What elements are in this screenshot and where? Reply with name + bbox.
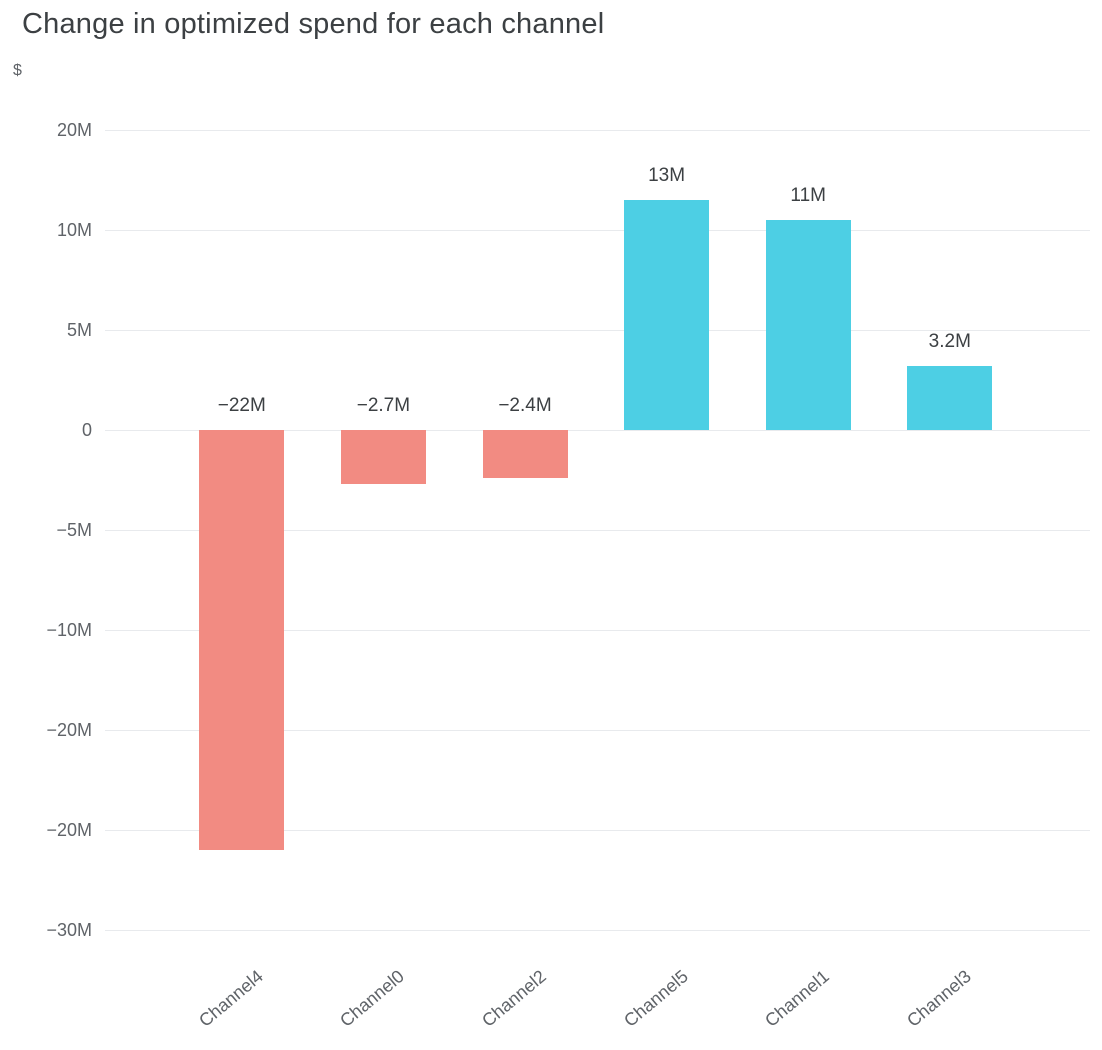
y-gridline: [105, 730, 1090, 731]
bar-value-label: 13M: [648, 165, 686, 186]
chart-title: Change in optimized spend for each chann…: [22, 8, 605, 40]
y-axis-tick-label: 5M: [66, 320, 92, 340]
y-axis-tick-label: −30M: [46, 920, 92, 940]
y-axis-tick-label: 20M: [56, 120, 92, 140]
y-axis-tick-label: −20M: [46, 820, 92, 840]
x-axis-category-label: Channel5: [619, 966, 692, 1031]
bar-value-label: −22M: [217, 395, 266, 416]
bar-value-label: 11M: [790, 185, 826, 206]
x-axis-category-label: Channel0: [336, 966, 409, 1031]
y-gridline: [105, 230, 1090, 231]
y-gridline: [105, 130, 1090, 131]
y-axis-unit-label: $: [13, 62, 22, 79]
bar-value-label: 3.2M: [928, 331, 971, 352]
y-axis-tick-label: −5M: [56, 520, 92, 540]
y-gridline: [105, 530, 1090, 531]
x-axis-category-label: Channel2: [477, 966, 550, 1031]
bar-channel2: [482, 430, 568, 478]
x-axis-category-label: Channel3: [902, 966, 975, 1031]
y-gridline: [105, 830, 1090, 831]
y-axis-tick-label: −10M: [46, 620, 92, 640]
bar-channel4: [199, 430, 285, 850]
bar-channel5: [624, 200, 710, 430]
y-axis-tick-label: 0: [81, 420, 92, 440]
y-axis-tick-label: 10M: [56, 220, 92, 240]
y-gridline: [105, 430, 1090, 431]
y-gridline: [105, 330, 1090, 331]
bar-channel0: [340, 430, 426, 484]
x-axis-category-label: Channel4: [194, 966, 267, 1031]
bar-channel3: [907, 366, 993, 430]
bar-channel1: [765, 220, 851, 430]
y-gridline: [105, 930, 1090, 931]
y-axis-tick-label: −20M: [46, 720, 92, 740]
y-gridline: [105, 630, 1090, 631]
bar-value-label: −2.7M: [356, 395, 411, 416]
bar-value-label: −2.4M: [498, 395, 552, 416]
x-axis-category-label: Channel1: [761, 966, 834, 1031]
